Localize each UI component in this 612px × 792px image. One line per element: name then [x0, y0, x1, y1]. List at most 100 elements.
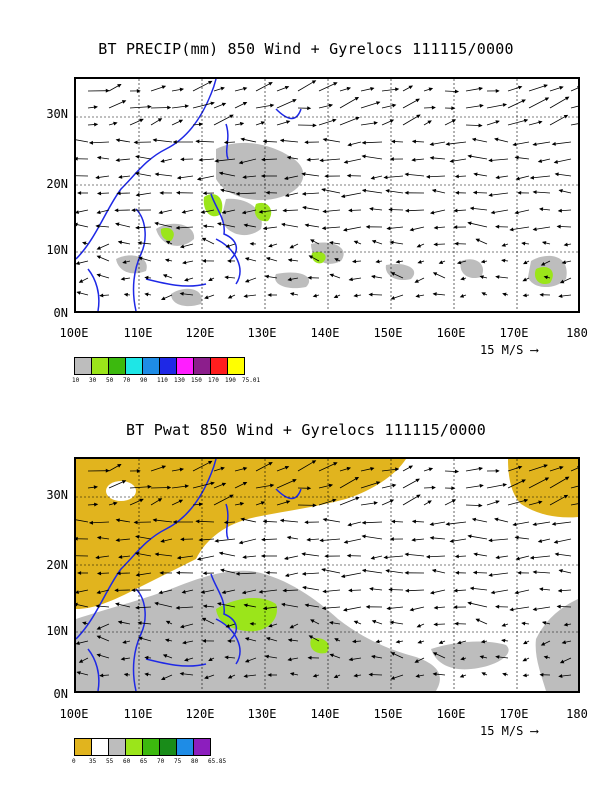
wind-vector-head: [433, 622, 438, 627]
top-lon-label-110: 110E: [123, 326, 153, 340]
wind-vector-head: [115, 138, 120, 143]
wind-vector: [549, 494, 568, 506]
wind-vector-head: [302, 585, 307, 590]
wind-vector-head: [137, 241, 142, 245]
wind-vector-head: [333, 294, 339, 299]
wind-vector-head: [375, 639, 380, 644]
wind-vector-head: [195, 139, 200, 144]
wind-vector: [213, 114, 234, 126]
wind-vector-head: [172, 520, 177, 524]
wind-vector-head: [529, 175, 535, 180]
wind-vector-head: [135, 155, 140, 159]
wind-vector-head: [165, 258, 170, 263]
wind-vector-head: [495, 655, 500, 659]
wind-vector: [150, 107, 171, 109]
wind-vector-head: [431, 188, 437, 193]
wind-vector: [549, 476, 569, 489]
wind-vector: [446, 521, 467, 525]
wind-vector-head: [417, 259, 422, 264]
wind-vector-head: [329, 273, 334, 278]
wind-vector-head: [229, 494, 234, 499]
wind-vector-head: [301, 552, 306, 556]
pwat-map-canvas: [76, 459, 578, 691]
wind-vector-head: [262, 139, 267, 144]
wind-vector-head: [123, 292, 128, 297]
wind-vector-head: [208, 277, 213, 282]
wind-vector: [76, 519, 89, 523]
wind-vector-head: [270, 103, 275, 108]
wind-vector-head: [279, 138, 285, 143]
coastlines: [76, 79, 302, 311]
wind-vector-head: [214, 158, 219, 163]
wind-vector-head: [99, 673, 104, 678]
wind-vector-head: [538, 120, 543, 125]
wind-vector-head: [395, 467, 400, 472]
wind-vector-head: [432, 272, 438, 276]
wind-vector-head: [181, 209, 186, 214]
wind-vector-head: [361, 140, 366, 145]
wind-vector-head: [115, 222, 120, 227]
wind-vector: [153, 139, 173, 143]
top-lon-label-160: 160E: [436, 326, 466, 340]
wind-vector-head: [404, 172, 409, 177]
wind-vector: [215, 158, 236, 162]
wind-vector-head: [137, 621, 142, 625]
wind-vector-head: [267, 673, 272, 677]
wind-vector-head: [306, 537, 311, 542]
wind-vector-head: [93, 485, 99, 490]
wind-vector-head: [543, 275, 548, 280]
wind-vector-head: [301, 191, 307, 196]
wind-vector-head: [322, 517, 327, 522]
wind-vector-head: [115, 158, 120, 162]
wind-vector-head: [532, 142, 537, 147]
wind-vector-head: [502, 672, 507, 677]
wind-vector-head: [265, 570, 270, 575]
wind-vector: [150, 487, 171, 489]
bottom-lon-label-140: 140E: [310, 707, 340, 721]
wind-vector-head: [376, 481, 381, 485]
wind-vector-head: [564, 476, 570, 481]
wind-vector-head: [184, 657, 189, 662]
wind-vector-head: [76, 536, 78, 541]
wind-vector-head: [348, 208, 353, 213]
wind-vector-head: [204, 675, 209, 680]
wind-vector-head: [158, 210, 163, 215]
wind-vector-head: [340, 194, 346, 199]
wind-vector-head: [265, 190, 270, 195]
wind-vector-head: [158, 590, 163, 595]
wind-vector: [339, 97, 359, 109]
wind-vector-head: [262, 519, 267, 524]
wind-vector-head: [551, 141, 556, 146]
wind-vector-head: [361, 188, 367, 193]
wind-vector: [192, 80, 212, 92]
wind-vector-head: [105, 468, 110, 473]
wind-vector-head: [370, 175, 375, 180]
wind-vector-head: [390, 676, 395, 680]
wind-vector-head: [408, 85, 414, 90]
wind-vector-head: [324, 554, 329, 559]
wind-vector-head: [373, 121, 379, 125]
wind-vector-head: [152, 138, 157, 143]
wind-vector: [468, 155, 488, 160]
wind-vector-head: [96, 273, 101, 278]
wind-vector-head: [157, 118, 163, 122]
wind-vector-head: [392, 483, 397, 488]
wind-vector-head: [329, 653, 334, 658]
wind-vector-head: [123, 672, 128, 677]
wind-vector: [153, 519, 173, 523]
colorbar-label: 75: [174, 758, 182, 765]
wind-vector-head: [368, 292, 373, 297]
wind-vector-head: [244, 637, 250, 641]
precip-map: [74, 77, 580, 313]
wind-vector-head: [165, 638, 170, 643]
wind-vector-head: [329, 241, 334, 245]
wind-vector-head: [532, 190, 537, 195]
wind-vector-head: [375, 259, 380, 264]
wind-vector-head: [159, 570, 164, 575]
wind-vector-head: [243, 466, 248, 471]
wind-vector-head: [353, 293, 358, 298]
wind-vector-head: [308, 635, 314, 640]
wind-vector-head: [221, 590, 226, 595]
wind-vector-head: [430, 210, 435, 215]
wind-vector-head: [417, 639, 422, 644]
